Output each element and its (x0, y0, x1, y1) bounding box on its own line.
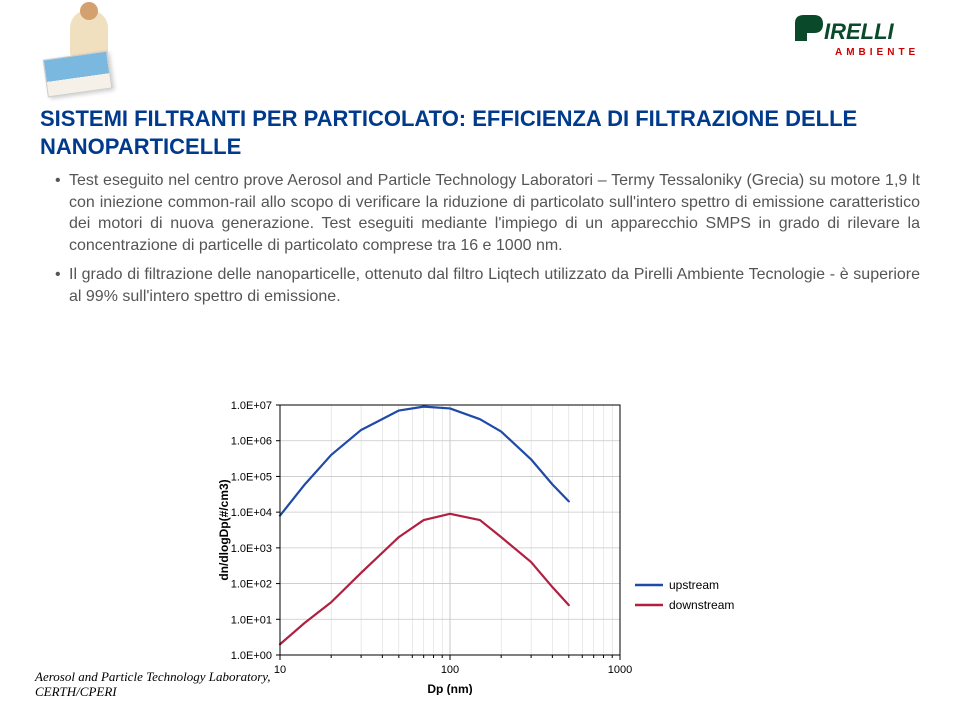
chart-container: 1.0E+00 1.0E+01 1.0E+02 1.0E+03 1.0E+04 1.0E+… (210, 395, 750, 695)
pirelli-logo-svg: IRELLI AMBIENTE (790, 15, 930, 59)
svg-text:downstream: downstream (669, 598, 734, 612)
brand-logo: IRELLI AMBIENTE (790, 15, 930, 64)
bullet-list: Test eseguito nel centro prove Aerosol a… (55, 170, 920, 308)
citation: Aerosol and Particle Technology Laborato… (35, 669, 271, 700)
svg-text:dn/dlogDp(#/cm3): dn/dlogDp(#/cm3) (217, 479, 231, 580)
svg-text:100: 100 (441, 664, 459, 676)
svg-text:1.0E+00: 1.0E+00 (231, 650, 272, 662)
svg-text:1.0E+05: 1.0E+05 (231, 471, 272, 483)
svg-text:Dp (nm): Dp (nm) (427, 682, 472, 695)
svg-text:10: 10 (274, 664, 286, 676)
bullet-text: Il grado di filtrazione delle nanopartic… (69, 266, 920, 305)
list-item: Il grado di filtrazione delle nanopartic… (55, 264, 920, 307)
svg-text:1.0E+06: 1.0E+06 (231, 436, 272, 448)
citation-line2: CERTH/CPERI (35, 684, 117, 699)
list-item: Test eseguito nel centro prove Aerosol a… (55, 170, 920, 256)
chart-svg: 1.0E+00 1.0E+01 1.0E+02 1.0E+03 1.0E+04 1.0E+… (210, 395, 750, 695)
brand-sub-text: AMBIENTE (835, 47, 919, 58)
svg-text:1.0E+07: 1.0E+07 (231, 400, 272, 412)
content-body: Test eseguito nel centro prove Aerosol a… (55, 170, 920, 316)
svg-text:1.0E+04: 1.0E+04 (231, 507, 272, 519)
citation-line1: Aerosol and Particle Technology Laborato… (35, 669, 271, 684)
svg-text:1000: 1000 (608, 664, 632, 676)
svg-text:1.0E+01: 1.0E+01 (231, 614, 272, 626)
brand-name-text: IRELLI (824, 19, 895, 44)
title-text: SISTEMI FILTRANTI PER PARTICOLATO: EFFIC… (40, 106, 857, 159)
svg-text:upstream: upstream (669, 578, 719, 592)
svg-text:1.0E+02: 1.0E+02 (231, 579, 272, 591)
bullet-text: Test eseguito nel centro prove Aerosol a… (69, 172, 920, 254)
header-illustration (40, 10, 130, 100)
svg-text:1.0E+03: 1.0E+03 (231, 543, 272, 555)
page-title: SISTEMI FILTRANTI PER PARTICOLATO: EFFIC… (40, 105, 920, 160)
